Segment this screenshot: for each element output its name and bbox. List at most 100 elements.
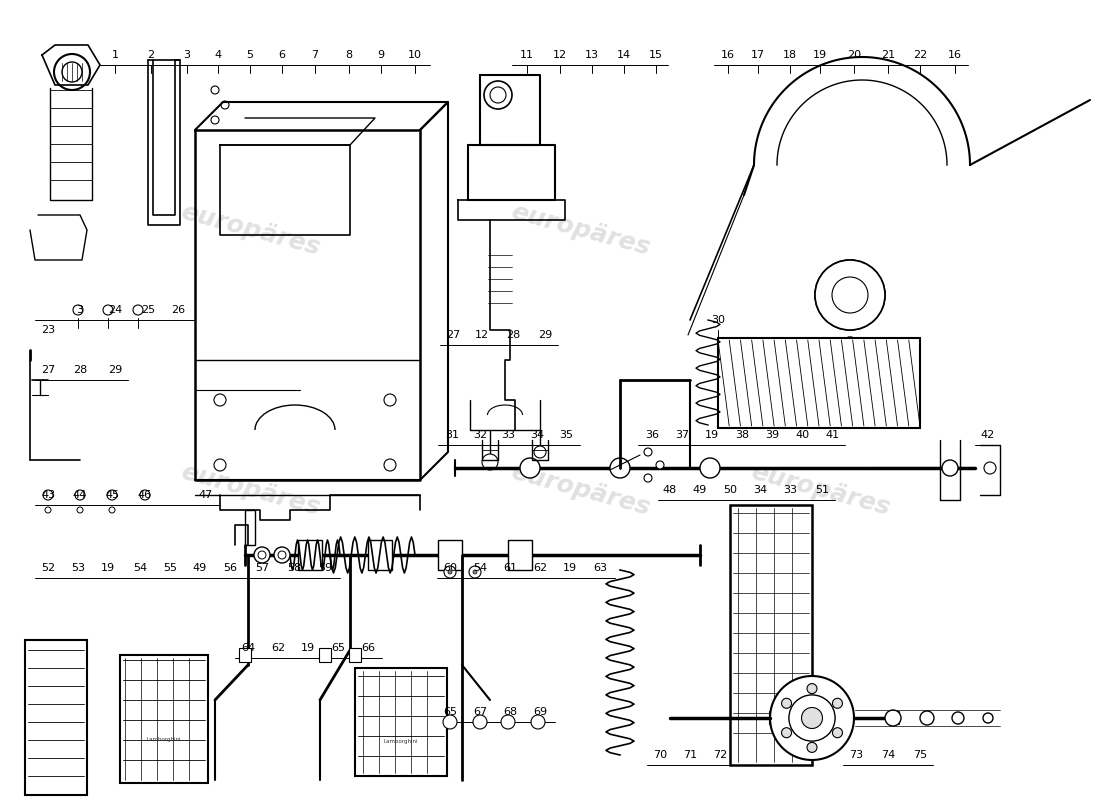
Text: 19: 19 bbox=[101, 563, 116, 573]
Text: 37: 37 bbox=[675, 430, 689, 440]
Text: 35: 35 bbox=[559, 430, 573, 440]
Text: 64: 64 bbox=[241, 643, 255, 653]
Bar bbox=[120, 655, 208, 783]
Text: 49: 49 bbox=[693, 485, 707, 495]
Circle shape bbox=[644, 474, 652, 482]
Text: 62: 62 bbox=[532, 563, 547, 573]
Text: 5: 5 bbox=[246, 50, 253, 60]
Text: 60: 60 bbox=[443, 563, 456, 573]
Circle shape bbox=[807, 742, 817, 752]
Text: 39: 39 bbox=[764, 430, 779, 440]
Circle shape bbox=[807, 683, 817, 694]
Text: 27: 27 bbox=[41, 365, 55, 375]
Bar bbox=[730, 505, 812, 765]
Text: 53: 53 bbox=[72, 563, 85, 573]
Bar bbox=[319, 648, 331, 662]
Text: 73: 73 bbox=[849, 750, 864, 760]
Text: 29: 29 bbox=[108, 365, 122, 375]
Circle shape bbox=[140, 490, 150, 500]
Circle shape bbox=[45, 507, 51, 513]
Text: 65: 65 bbox=[443, 707, 456, 717]
Text: 49: 49 bbox=[192, 563, 207, 573]
Text: 54: 54 bbox=[473, 563, 487, 573]
Text: 70: 70 bbox=[653, 750, 667, 760]
Circle shape bbox=[62, 62, 82, 82]
Text: 19: 19 bbox=[301, 643, 315, 653]
Text: europäres: europäres bbox=[178, 460, 322, 520]
Text: 44: 44 bbox=[73, 490, 87, 500]
Text: 33: 33 bbox=[783, 485, 798, 495]
Text: 28: 28 bbox=[506, 330, 520, 340]
Circle shape bbox=[942, 460, 958, 476]
Bar bbox=[718, 338, 920, 428]
Text: 12: 12 bbox=[475, 330, 490, 340]
Circle shape bbox=[54, 54, 90, 90]
Circle shape bbox=[886, 710, 901, 726]
Text: 69: 69 bbox=[532, 707, 547, 717]
Text: 43: 43 bbox=[41, 490, 55, 500]
Bar bbox=[298, 540, 322, 570]
Text: europäres: europäres bbox=[178, 200, 322, 260]
Circle shape bbox=[802, 707, 823, 729]
Circle shape bbox=[520, 458, 540, 478]
Circle shape bbox=[103, 305, 113, 315]
Bar bbox=[438, 540, 462, 570]
Text: 19: 19 bbox=[705, 430, 719, 440]
Circle shape bbox=[278, 551, 286, 559]
Circle shape bbox=[490, 87, 506, 103]
Text: 27: 27 bbox=[446, 330, 460, 340]
Circle shape bbox=[700, 458, 720, 478]
Text: 29: 29 bbox=[538, 330, 552, 340]
Text: 62: 62 bbox=[271, 643, 285, 653]
Text: 50: 50 bbox=[723, 485, 737, 495]
Text: 16: 16 bbox=[948, 50, 962, 60]
Text: 71: 71 bbox=[683, 750, 697, 760]
Bar bbox=[25, 640, 87, 795]
Bar bbox=[355, 668, 447, 776]
Text: 6: 6 bbox=[278, 50, 286, 60]
Circle shape bbox=[656, 461, 664, 469]
Text: 54: 54 bbox=[133, 563, 147, 573]
Text: 16: 16 bbox=[720, 50, 735, 60]
Circle shape bbox=[133, 305, 143, 315]
Circle shape bbox=[77, 507, 82, 513]
Text: 34: 34 bbox=[752, 485, 767, 495]
Text: 57: 57 bbox=[255, 563, 270, 573]
Text: 51: 51 bbox=[815, 485, 829, 495]
Text: 1: 1 bbox=[111, 50, 119, 60]
Text: europäres: europäres bbox=[748, 460, 892, 520]
Circle shape bbox=[443, 715, 456, 729]
Text: 41: 41 bbox=[825, 430, 839, 440]
Text: 7: 7 bbox=[311, 50, 319, 60]
Text: 72: 72 bbox=[713, 750, 727, 760]
Circle shape bbox=[469, 566, 481, 578]
Text: 42: 42 bbox=[981, 430, 996, 440]
Text: 19: 19 bbox=[813, 50, 827, 60]
Text: 28: 28 bbox=[73, 365, 87, 375]
Circle shape bbox=[610, 458, 630, 478]
Circle shape bbox=[384, 459, 396, 471]
Circle shape bbox=[983, 713, 993, 723]
Text: 59: 59 bbox=[318, 563, 332, 573]
Text: 48: 48 bbox=[663, 485, 678, 495]
Circle shape bbox=[73, 305, 82, 315]
Circle shape bbox=[274, 547, 290, 563]
Text: 40: 40 bbox=[795, 430, 810, 440]
Text: 38: 38 bbox=[735, 430, 749, 440]
Bar bbox=[508, 540, 532, 570]
Circle shape bbox=[842, 337, 858, 353]
Circle shape bbox=[832, 277, 868, 313]
Circle shape bbox=[644, 448, 652, 456]
Circle shape bbox=[107, 490, 117, 500]
Text: Lamborghini: Lamborghini bbox=[384, 739, 418, 745]
Circle shape bbox=[448, 570, 452, 574]
Circle shape bbox=[984, 462, 996, 474]
Text: 9: 9 bbox=[377, 50, 385, 60]
Text: 24: 24 bbox=[108, 305, 122, 315]
Text: 21: 21 bbox=[881, 50, 895, 60]
Circle shape bbox=[214, 459, 225, 471]
Circle shape bbox=[211, 86, 219, 94]
Text: 36: 36 bbox=[645, 430, 659, 440]
Text: 58: 58 bbox=[287, 563, 301, 573]
Text: 55: 55 bbox=[163, 563, 177, 573]
